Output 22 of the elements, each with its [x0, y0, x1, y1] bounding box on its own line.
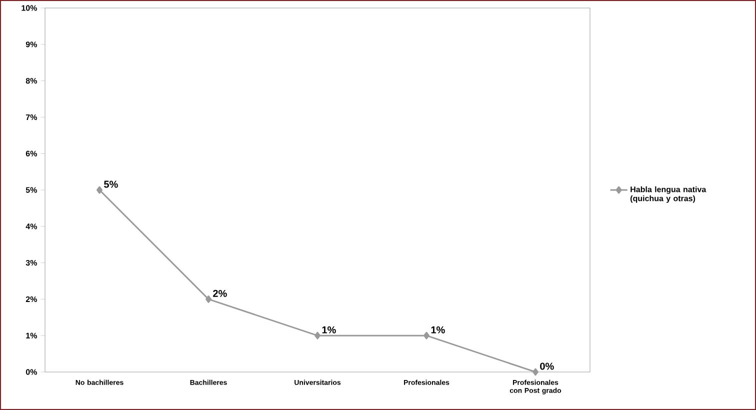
y-tick-label: 7% — [26, 114, 37, 120]
data-label: 5% — [104, 180, 118, 188]
y-tick-label: 10% — [22, 5, 37, 11]
y-tick-label: 8% — [26, 78, 37, 84]
y-tick-label: 2% — [26, 296, 37, 302]
y-tick-label: 3% — [26, 260, 37, 266]
legend-label: Habla lengua nativa (quichua y otras) — [630, 186, 706, 203]
y-tick-label: 0% — [26, 369, 37, 375]
point — [96, 186, 103, 194]
data-label: 1% — [431, 326, 445, 334]
point — [206, 295, 212, 303]
data-label: 0% — [540, 362, 554, 370]
y-tick-label: 1% — [26, 332, 37, 338]
point — [532, 368, 538, 376]
y-tick-label: 5% — [26, 187, 37, 193]
data-label: 2% — [213, 290, 227, 297]
y-tick-label: 9% — [26, 42, 37, 48]
data-label: 1% — [322, 326, 336, 334]
y-tick-label: 4% — [26, 224, 37, 230]
point — [314, 332, 321, 340]
y-tick-label: 6% — [26, 150, 37, 156]
point — [424, 332, 430, 340]
